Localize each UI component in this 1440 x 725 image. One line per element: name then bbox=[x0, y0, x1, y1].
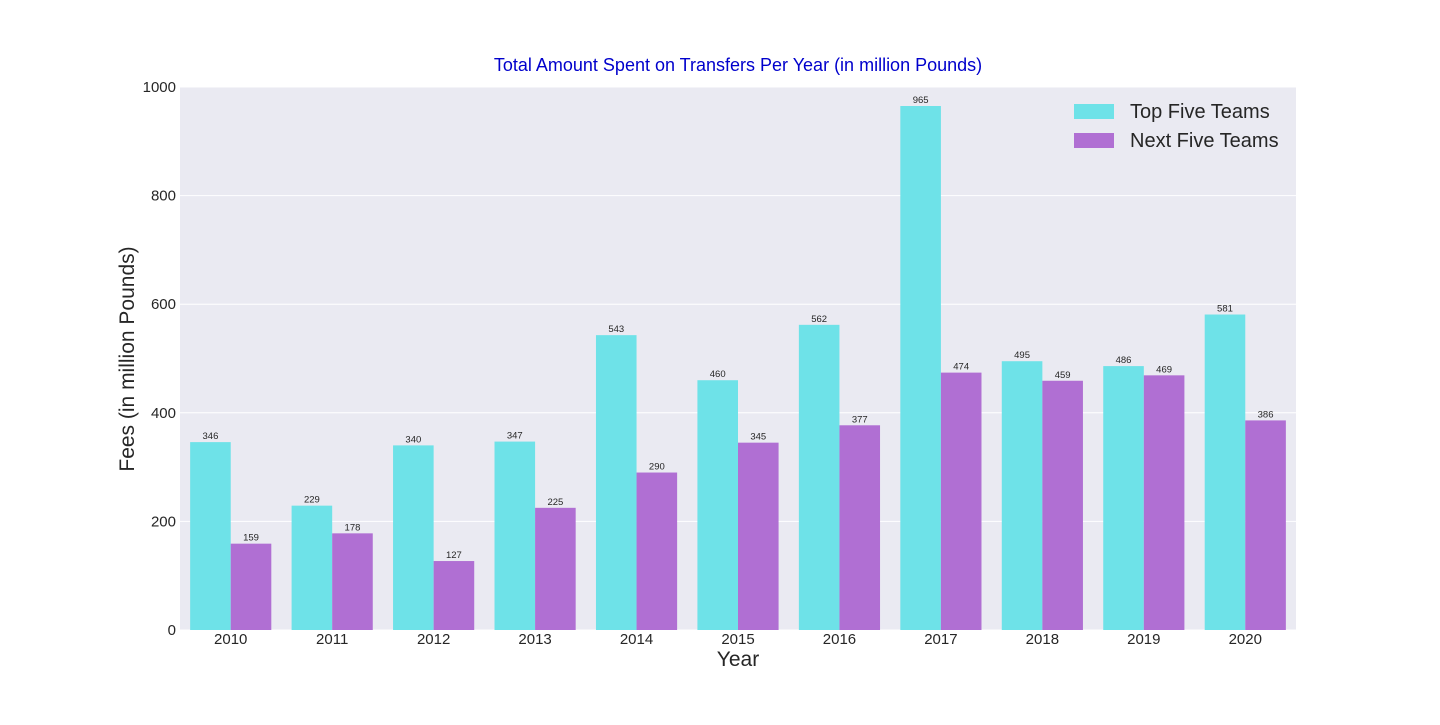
bar-value-label: 965 bbox=[913, 95, 929, 106]
bar-value-label: 340 bbox=[405, 434, 421, 445]
bar-value-label: 474 bbox=[953, 362, 969, 373]
x-axis-label: Year bbox=[717, 648, 759, 671]
bar-value-label: 346 bbox=[203, 431, 219, 442]
bar-value-label: 290 bbox=[649, 462, 665, 473]
x-tick-label: 2017 bbox=[924, 631, 957, 648]
bar bbox=[1103, 366, 1144, 630]
bar bbox=[697, 380, 738, 630]
x-tick-label: 2015 bbox=[721, 631, 754, 648]
y-tick-label: 1000 bbox=[143, 79, 176, 96]
bar bbox=[940, 372, 982, 630]
bar bbox=[291, 505, 333, 630]
y-tick-label: 200 bbox=[151, 513, 176, 530]
y-tick-label: 400 bbox=[151, 405, 176, 422]
x-tick-label: 2020 bbox=[1229, 631, 1262, 648]
bar-value-label: 229 bbox=[304, 495, 320, 506]
bar-value-label: 178 bbox=[345, 522, 361, 533]
bar bbox=[190, 442, 231, 630]
bar-value-label: 460 bbox=[710, 369, 726, 380]
bar-value-label: 386 bbox=[1258, 409, 1274, 420]
legend: Top Five Teams Next Five Teams bbox=[1074, 101, 1279, 152]
bar bbox=[1001, 361, 1043, 630]
x-tick-label: 2013 bbox=[518, 631, 551, 648]
legend-swatch bbox=[1074, 104, 1114, 119]
bar bbox=[393, 445, 434, 630]
bar bbox=[738, 442, 779, 630]
y-tick-label: 600 bbox=[151, 296, 176, 313]
bar-value-label: 459 bbox=[1055, 370, 1071, 381]
bar bbox=[839, 425, 881, 630]
bar-value-label: 543 bbox=[608, 324, 624, 335]
x-tick-label: 2016 bbox=[823, 631, 856, 648]
bar-value-label: 127 bbox=[446, 550, 462, 561]
bar bbox=[1204, 314, 1246, 630]
bar bbox=[900, 106, 941, 630]
y-tick-label: 0 bbox=[168, 622, 176, 639]
bar-value-label: 345 bbox=[750, 432, 766, 443]
bar bbox=[595, 335, 637, 630]
x-axis-ticks: 2010 2011 2012 2013 2014 2015 2016 2017 2018 2019… bbox=[214, 631, 1262, 648]
bar-value-label: 562 bbox=[811, 314, 827, 325]
bar-value-label: 377 bbox=[852, 414, 868, 425]
bar bbox=[230, 543, 272, 630]
bar bbox=[636, 472, 678, 630]
bar-value-label: 495 bbox=[1014, 350, 1030, 361]
bar bbox=[332, 533, 373, 630]
bar-value-label: 159 bbox=[243, 533, 259, 544]
x-tick-label: 2010 bbox=[214, 631, 247, 648]
bar-value-label: 225 bbox=[547, 497, 563, 508]
legend-label: Next Five Teams bbox=[1130, 130, 1279, 152]
bar bbox=[494, 441, 536, 630]
bar bbox=[535, 507, 576, 630]
bars bbox=[190, 106, 1286, 630]
bar-value-label: 347 bbox=[507, 431, 523, 442]
data-labels: 346 159 229 178 340 127 347 225 543 290 460 345 562 3… bbox=[203, 95, 1274, 561]
legend-label: Top Five Teams bbox=[1130, 101, 1270, 123]
chart-title: Total Amount Spent on Transfers Per Year… bbox=[494, 55, 982, 75]
bar bbox=[1143, 375, 1185, 630]
x-tick-label: 2018 bbox=[1026, 631, 1059, 648]
bar bbox=[1042, 380, 1083, 630]
x-tick-label: 2019 bbox=[1127, 631, 1160, 648]
bar bbox=[1245, 420, 1286, 630]
bar bbox=[433, 561, 475, 630]
x-tick-label: 2014 bbox=[620, 631, 653, 648]
bar-value-label: 581 bbox=[1217, 304, 1233, 315]
bar-value-label: 469 bbox=[1156, 364, 1172, 375]
bar-value-label: 486 bbox=[1116, 355, 1132, 366]
legend-swatch bbox=[1074, 133, 1114, 148]
y-tick-label: 800 bbox=[151, 188, 176, 205]
bar bbox=[798, 324, 840, 630]
x-tick-label: 2011 bbox=[316, 631, 348, 648]
y-axis-label: Fees (in million Pounds) bbox=[116, 246, 139, 471]
x-tick-label: 2012 bbox=[417, 631, 450, 648]
y-axis-ticks: 0 200 400 600 800 1000 bbox=[143, 79, 176, 639]
